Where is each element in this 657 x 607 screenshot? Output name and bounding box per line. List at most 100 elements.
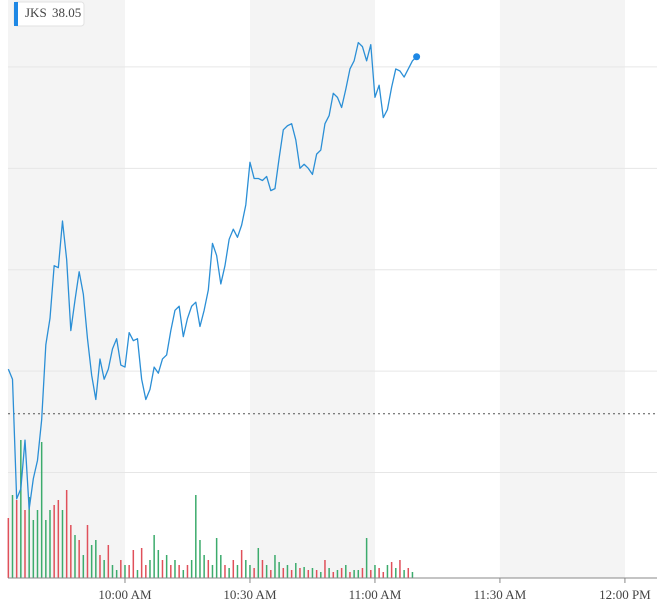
volume-bar: [261, 560, 264, 578]
volume-bar: [290, 570, 293, 578]
volume-bar: [170, 565, 172, 578]
volume-bar: [361, 568, 364, 578]
volume-bar: [15, 500, 18, 578]
grid: [8, 66, 657, 474]
volume-bar: [182, 570, 185, 578]
volume-bar: [145, 565, 147, 578]
volume-bar: [240, 550, 243, 578]
volume-bar: [228, 568, 230, 578]
volume-bar: [315, 570, 318, 578]
volume-bar: [211, 565, 214, 578]
volume-bar: [174, 560, 176, 578]
volume-bar: [157, 550, 160, 578]
volume-bar: [382, 572, 385, 578]
volume-bar: [303, 567, 305, 578]
volume-bar: [149, 560, 151, 578]
background-bands: [8, 0, 625, 578]
volume-bar: [24, 510, 26, 578]
volume-bar: [249, 565, 251, 578]
legend-symbol: JKS: [25, 5, 47, 20]
volume-bar: [224, 565, 226, 578]
volume-bar: [49, 510, 51, 578]
volume-bar: [28, 497, 30, 578]
volume-bar: [195, 495, 197, 578]
volume-bar: [274, 555, 276, 578]
volume-bar: [374, 565, 376, 578]
price-layer: [7, 41, 421, 510]
volume-bar: [186, 565, 189, 578]
volume-bar: [199, 540, 201, 578]
volume-bar: [99, 555, 101, 578]
volume-bar: [7, 518, 10, 578]
volume-bar: [45, 520, 47, 578]
volume-bar: [320, 572, 322, 578]
volume-bar: [207, 560, 210, 578]
legend-swatch: [14, 2, 18, 26]
volume-bar: [120, 560, 122, 578]
volume-bar: [103, 560, 105, 578]
volume-bar: [57, 500, 60, 578]
volume-bar: [165, 555, 168, 578]
volume-bar: [128, 565, 130, 578]
volume-bar: [295, 563, 297, 578]
volume-bar: [20, 440, 22, 578]
volume-bar: [332, 572, 335, 578]
volume-bar: [215, 538, 218, 578]
volume-bar: [40, 442, 43, 578]
volume-bar: [299, 568, 301, 578]
volume-bar: [132, 550, 135, 578]
volume-bar: [411, 572, 414, 578]
volume-bar: [378, 568, 380, 578]
volume-bar: [395, 568, 397, 578]
volume-bar: [278, 562, 280, 578]
x-tick-label: 10:30 AM: [223, 587, 277, 602]
x-axis: 10:00 AM 10:30 AM 11:00 AM 11:30 AM 12:00 PM: [8, 577, 657, 602]
volume-bar: [236, 565, 239, 578]
volume-bar: [265, 565, 268, 578]
volume-bar: [386, 565, 389, 578]
volume-bar: [286, 565, 289, 578]
volume-bar: [115, 570, 118, 578]
volume-bar: [345, 565, 347, 578]
volume-bar: [82, 555, 85, 578]
volume-bar: [328, 568, 330, 578]
volume-bar: [70, 525, 72, 578]
volume-bar: [124, 565, 126, 578]
volume-bar: [370, 570, 372, 578]
volume-bar: [336, 570, 339, 578]
volume-bar: [136, 570, 139, 578]
volume-bar: [203, 555, 205, 578]
volume-bar: [153, 535, 155, 578]
background-band: [249, 0, 375, 578]
volume-bar: [86, 525, 89, 578]
volume-bar: [407, 568, 410, 578]
volume-bar: [161, 560, 164, 578]
price-line: [7, 41, 418, 510]
legend-last-value: 38.05: [52, 5, 81, 20]
volume-bar: [178, 565, 180, 578]
volume-bar: [357, 570, 360, 578]
volume-bar: [307, 570, 310, 578]
volume-bar: [311, 568, 314, 578]
volume-bar: [11, 495, 14, 578]
volume-bar: [53, 505, 55, 578]
volume-bar: [36, 510, 39, 578]
background-band: [499, 0, 625, 578]
volume-bar: [353, 570, 355, 578]
volume-bar: [32, 520, 35, 578]
volume-bar: [190, 560, 193, 578]
volume-bar: [365, 538, 368, 578]
volume-bar: [324, 560, 326, 578]
volume-bar: [349, 572, 351, 578]
volume-bar: [282, 568, 285, 578]
volume-bar: [270, 570, 272, 578]
volume-bar: [74, 535, 76, 578]
volume-bar: [111, 565, 114, 578]
volume-bar: [78, 540, 80, 578]
volume-bar: [390, 562, 393, 578]
x-tick-label: 11:30 AM: [474, 587, 527, 602]
volume-bars: [7, 440, 414, 578]
volume-bar: [220, 555, 222, 578]
volume-bar: [65, 490, 68, 578]
x-tick-label: 11:00 AM: [349, 587, 402, 602]
